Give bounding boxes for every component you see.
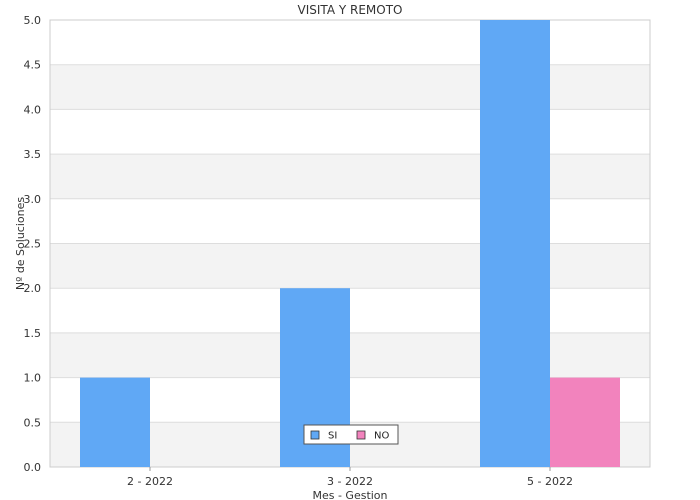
y-axis-ticks: 0.0 0.5 1.0 1.5 2.0 2.5 3.0 3.5 4.0 4.5 5.0: [24, 14, 42, 474]
bar-si: [80, 377, 150, 467]
x-axis-title: Mes - Gestion: [312, 489, 387, 500]
legend-box: [303, 424, 399, 445]
y-tick-label: 4.0: [24, 103, 42, 116]
x-tick-label: 2 - 2022: [127, 475, 173, 488]
x-axis-ticks: 2 - 2022 3 - 2022 5 - 2022: [127, 467, 573, 488]
bar-si: [480, 20, 550, 467]
legend-label-no: NO: [374, 431, 389, 442]
y-axis-title: Nº de Soluciones: [14, 197, 27, 290]
y-tick-label: 2.5: [24, 238, 42, 251]
y-tick-label: 3.5: [24, 148, 42, 161]
x-tick-label: 5 - 2022: [527, 475, 573, 488]
y-tick-label: 0.5: [24, 416, 42, 429]
y-tick-label: 0.0: [24, 461, 42, 474]
y-tick-label: 3.0: [24, 193, 42, 206]
legend: SI NO: [303, 424, 399, 445]
y-tick-label: 1.5: [24, 327, 42, 340]
legend-swatch-no: [356, 430, 366, 440]
y-tick-label: 4.5: [24, 59, 42, 72]
plot-band: [50, 154, 650, 199]
plot-band: [50, 243, 650, 289]
y-tick-label: 1.0: [24, 372, 42, 385]
legend-label-si: SI: [328, 431, 337, 442]
y-tick-label: 2.0: [24, 282, 42, 295]
chart-title: VISITA Y REMOTO: [298, 3, 403, 17]
x-tick-label: 3 - 2022: [327, 475, 373, 488]
legend-swatch-si: [310, 430, 320, 440]
plot-band: [50, 64, 650, 110]
bar-no: [550, 377, 620, 467]
y-tick-label: 5.0: [24, 14, 42, 27]
